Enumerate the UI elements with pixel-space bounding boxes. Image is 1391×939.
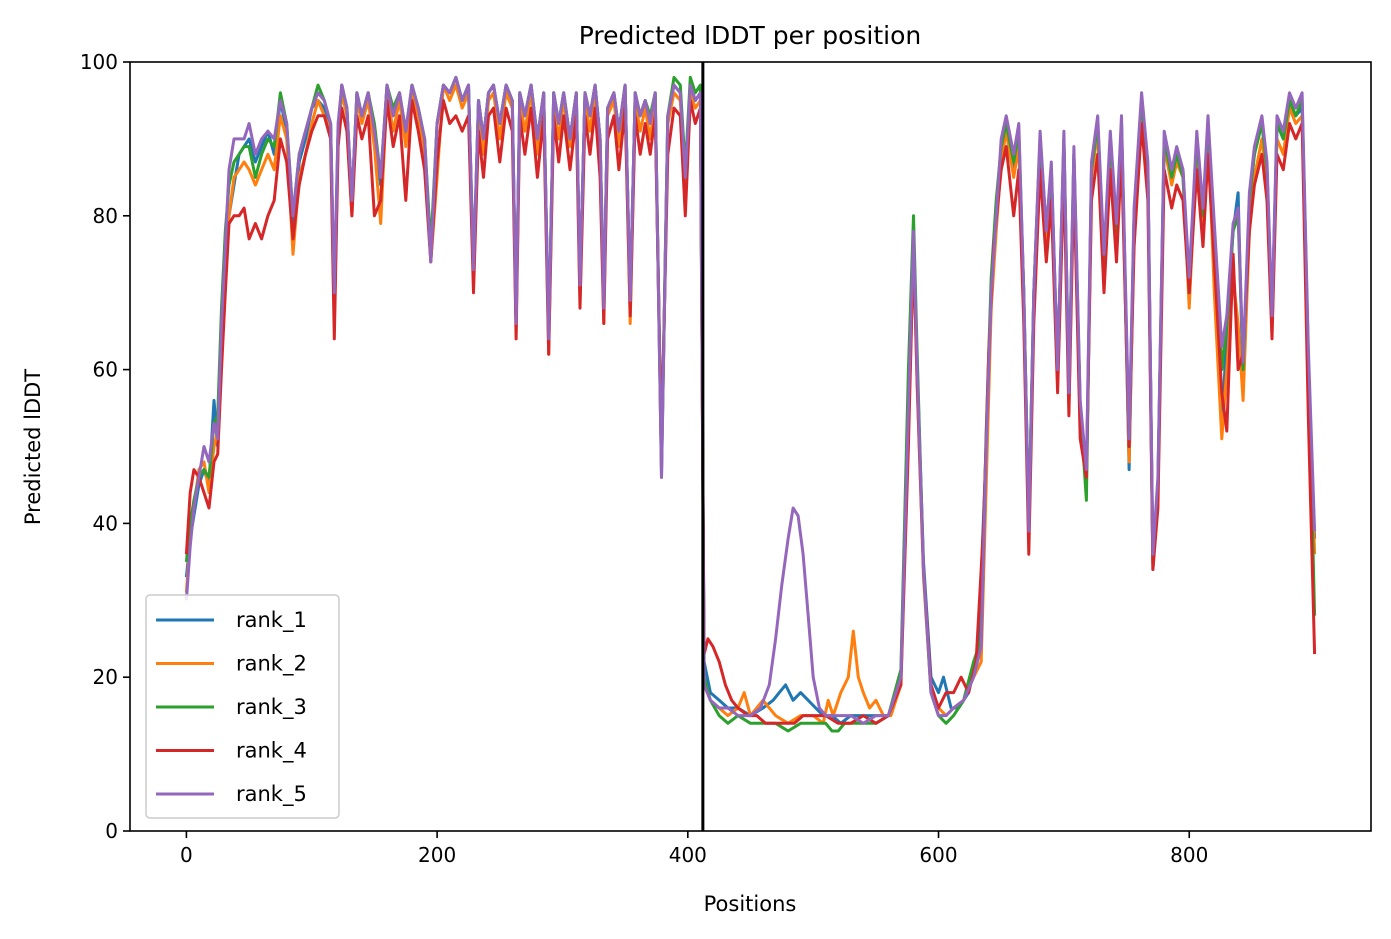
plot-frame xyxy=(129,61,1372,832)
y-tick-label: 40 xyxy=(93,511,118,535)
plot-lines xyxy=(184,75,1317,733)
legend-label: rank_3 xyxy=(236,695,307,720)
x-tick-label: 0 xyxy=(180,843,193,867)
y-tick-label: 80 xyxy=(93,204,118,228)
x-tick-label: 200 xyxy=(418,843,456,867)
legend-label: rank_2 xyxy=(236,652,307,677)
y-tick-label: 20 xyxy=(93,665,118,689)
legend-label: rank_4 xyxy=(236,739,307,764)
legend-label: rank_5 xyxy=(236,782,307,807)
x-axis-title: Positions xyxy=(704,892,797,916)
y-tick-label: 100 xyxy=(80,50,118,74)
x-tick-label: 800 xyxy=(1170,843,1208,867)
legend-box xyxy=(145,594,340,819)
x-axis: 0 200 400 600 800 xyxy=(180,831,1208,867)
y-axis: 0 20 40 60 80 100 xyxy=(80,50,130,843)
y-tick-label: 0 xyxy=(105,819,118,843)
y-tick-label: 60 xyxy=(93,358,118,382)
legend: rank_1 rank_2 rank_3 rank_4 rank_5 xyxy=(145,594,340,819)
x-tick-label: 600 xyxy=(919,843,957,867)
legend-label: rank_1 xyxy=(236,608,307,633)
x-tick-label: 400 xyxy=(669,843,707,867)
series-line-rank_5 xyxy=(184,75,1317,725)
y-axis-title: Predicted lDDT xyxy=(21,369,45,525)
chart-title: Predicted lDDT per position xyxy=(579,21,921,50)
